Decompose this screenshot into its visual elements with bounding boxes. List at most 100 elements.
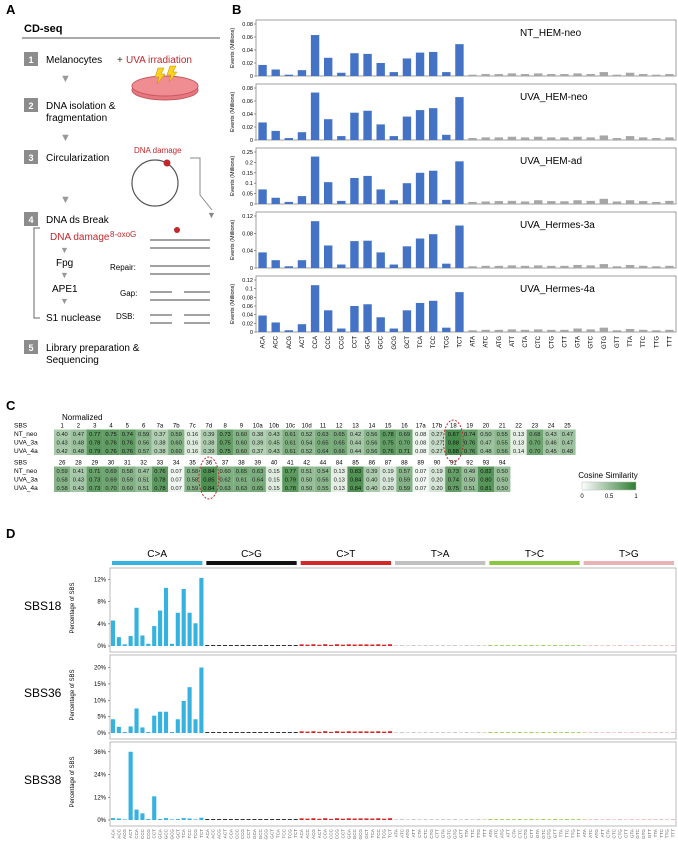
panel-d-context-label: GTG — [547, 829, 552, 839]
panel-d-tick-label: 20% — [94, 666, 107, 672]
panel-d-context-label: TCT — [199, 829, 204, 838]
highlight-sbs36 — [198, 456, 220, 500]
panel-c-cell — [494, 429, 511, 438]
panel-b-bar — [402, 183, 412, 204]
panel-d-context-label: ACG — [311, 829, 316, 839]
panel-d-bar — [270, 645, 275, 646]
panel-b-tick-label: 0 — [250, 138, 253, 144]
panel-d-bar — [488, 732, 493, 733]
panel-c-cell — [282, 429, 299, 438]
panel-d-context-label: TTG — [476, 829, 481, 839]
panel-c-cell — [102, 466, 120, 475]
panel-c-value: 0.56 — [497, 449, 508, 455]
panel-b-bar — [428, 234, 438, 268]
panel-d-bar — [659, 645, 664, 646]
panel-b-context-label: GTT — [615, 336, 621, 348]
panel-c-cell — [331, 446, 348, 455]
panel-c-value: 0.65 — [252, 486, 263, 492]
panel-b-bar — [310, 285, 320, 332]
panel-c-value: 0.74 — [464, 432, 476, 438]
panel-b-bar — [547, 74, 556, 76]
panel-c-cell — [184, 438, 201, 447]
panel-d-bar — [588, 732, 593, 733]
panel-c-cell — [347, 483, 364, 492]
panel-c-header: 93 — [483, 461, 490, 467]
panel-b-bar — [284, 201, 294, 204]
panel-d-bar — [665, 732, 670, 733]
panel-c-value: 0.39 — [203, 432, 214, 438]
panel-d-bar — [505, 819, 511, 820]
panel-d-bar — [211, 732, 216, 733]
panel-c-cell — [233, 446, 250, 455]
panel-c-cell — [233, 438, 250, 447]
panel-d-context-label: ATC — [588, 828, 593, 838]
panel-b-bar — [599, 72, 609, 76]
panel-c-value: 0.56 — [366, 440, 377, 446]
panel-d-bar — [116, 637, 121, 646]
panel-c-cell — [477, 466, 495, 475]
panel-d-context-label: TTA — [559, 828, 564, 837]
panel-b-bar — [402, 116, 412, 140]
panel-d-context-label: ACT — [128, 829, 133, 838]
panel-d-context-label: ACA — [299, 828, 304, 838]
panel-d-context-label: ACG — [122, 829, 127, 839]
panel-d-bar — [181, 700, 186, 733]
step-5b-text: Sequencing — [46, 355, 99, 366]
panel-c-value: 0.62 — [220, 477, 231, 483]
panel-d-bar — [169, 643, 174, 646]
panel-d-bar — [517, 819, 522, 820]
panel-c-value: 0.77 — [89, 432, 100, 438]
panel-b-context-label: TTC — [641, 335, 647, 347]
panel-d-bar — [500, 732, 505, 733]
panel-d-bar — [128, 726, 133, 733]
panel-d-bar — [423, 645, 428, 646]
panel-c-cell — [217, 475, 234, 484]
panel-b-bar — [481, 137, 490, 140]
panel-d-context-label: ATA — [393, 828, 398, 837]
panel-b-bar — [428, 51, 438, 76]
panel-b-bar — [350, 53, 359, 76]
panel-c-value: 0.61 — [285, 440, 296, 446]
panel-d-bar — [175, 819, 180, 820]
panel-c-value: 0.60 — [171, 449, 182, 455]
panel-d-bar — [446, 732, 452, 733]
panel-c: Normalized Cosine Similarity 0 0.5 1 SBS… — [14, 413, 638, 500]
panel-d-context-label: CCG — [334, 829, 339, 840]
panel-d-bar — [317, 818, 322, 820]
panel-c-value: 0.37 — [154, 432, 165, 438]
panel-d-bar — [594, 732, 599, 733]
panel-c-value: 0.07 — [171, 477, 182, 483]
panel-d-bar — [500, 819, 505, 820]
panel-d-bar — [417, 819, 422, 820]
panel-d-context-label: CCC — [140, 828, 145, 839]
panel-d-context-label: ACT — [222, 829, 227, 838]
panel-d-context-label: TCT — [293, 829, 298, 838]
panel-c-header: 25 — [564, 424, 571, 430]
panel-c-value: 0.52 — [301, 449, 312, 455]
panel-c-row-name: NT_neo — [14, 431, 38, 438]
panel-c-value: 0.59 — [57, 469, 68, 475]
panel-c-header: 85 — [352, 461, 359, 467]
panel-b-bar — [455, 292, 464, 332]
panel-b-bar — [415, 110, 425, 140]
panel-d-context-label: GTT — [647, 829, 652, 838]
panel-b-bar — [481, 201, 490, 204]
panel-c-value: 0.19 — [383, 477, 394, 483]
panel-d-context-label: GTT — [553, 829, 558, 838]
panel-d-bar — [600, 732, 605, 733]
panel-d-bar — [387, 644, 393, 646]
panel-b-tick-label: 0.04 — [242, 112, 253, 118]
panel-c-value: 0.38 — [154, 440, 165, 446]
panel-d-context-label: TCA — [370, 828, 375, 838]
panel-d-bar — [535, 732, 540, 733]
panel-c-cell — [461, 475, 478, 484]
panel-c-value: 0.39 — [366, 469, 377, 475]
panel-c-cell — [461, 429, 478, 438]
panel-c-value: 0.73 — [89, 486, 100, 492]
panel-c-value: 0.51 — [464, 486, 475, 492]
panel-d-bar — [122, 819, 127, 820]
panel-c-cell — [135, 429, 152, 438]
panel-c-cell — [265, 438, 283, 447]
panel-c-cell — [396, 446, 413, 455]
panel-c-value: 0.38 — [154, 449, 165, 455]
